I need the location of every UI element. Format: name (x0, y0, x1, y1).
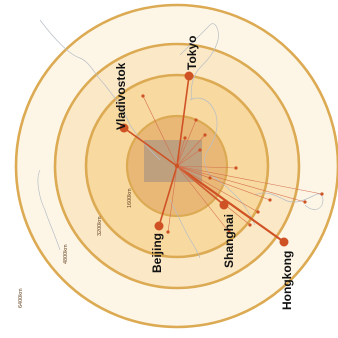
minor-route-8 (176, 149, 201, 167)
minor-route-4 (176, 165, 259, 213)
coastline-islands (254, 192, 324, 210)
minor-destinations (141, 94, 324, 234)
route-hongkong (176, 165, 285, 243)
coastline-south (169, 199, 201, 259)
minor-route-13 (142, 95, 178, 167)
routes (123, 75, 323, 243)
coastline-west (37, 169, 61, 251)
coastline-peninsula (189, 97, 218, 176)
city-marker-beijing (154, 221, 164, 231)
minor-destination-12 (166, 230, 170, 234)
coastline-japan (179, 23, 219, 101)
city-marker-tokyo (184, 71, 194, 81)
minor-route-10 (176, 119, 197, 167)
minor-destination-1 (320, 192, 324, 196)
minor-route-12 (167, 165, 178, 233)
minor-destination-4 (256, 210, 260, 214)
route-beijing (158, 165, 178, 227)
ring-label-4800km: 4800km (63, 244, 69, 264)
city-label-shanghai: Shanghai (222, 214, 236, 268)
city-label-hongkong: Hongkong (280, 251, 294, 310)
minor-destination-2 (303, 200, 307, 204)
minor-route-14 (176, 165, 237, 169)
minor-destination-10 (194, 118, 198, 122)
coastline (37, 19, 324, 259)
minor-route-6 (176, 165, 230, 233)
ring-label-1600km: 1600km (127, 188, 133, 208)
city-label-vladivostok: Vladivostok (114, 62, 128, 130)
minor-destination-14 (234, 166, 238, 170)
minor-route-7 (176, 165, 211, 179)
city-marker-shanghai (219, 200, 229, 210)
minor-destination-8 (198, 148, 202, 152)
ring-label-3200km: 3200km (97, 216, 103, 236)
core-region (144, 140, 202, 182)
coastline-korea (209, 174, 256, 226)
route-tokyo (176, 75, 190, 167)
minor-destination-7 (208, 176, 212, 180)
city-marker-vladivostok (119, 123, 129, 133)
city-markers (119, 71, 289, 247)
minor-destination-13 (141, 94, 145, 98)
minor-destination-3 (268, 198, 272, 202)
minor-route-2 (176, 165, 306, 203)
ring-label-6400km: 6400km (18, 288, 24, 308)
minor-destination-11 (183, 136, 187, 140)
city-marker-hongkong (279, 237, 289, 247)
minor-route-5 (176, 165, 251, 226)
coastline-north (39, 19, 161, 161)
city-label-tokyo: Tokyo (185, 36, 199, 70)
minor-destination-5 (248, 223, 252, 227)
route-vladivostok (123, 127, 178, 167)
city-label-beijing: Beijing (150, 233, 164, 273)
minor-route-11 (176, 137, 186, 167)
minor-destination-6 (227, 230, 231, 234)
minor-route-1 (176, 165, 323, 195)
minor-destination-9 (203, 133, 207, 137)
hub-point (174, 163, 180, 169)
minor-route-9 (176, 134, 206, 167)
